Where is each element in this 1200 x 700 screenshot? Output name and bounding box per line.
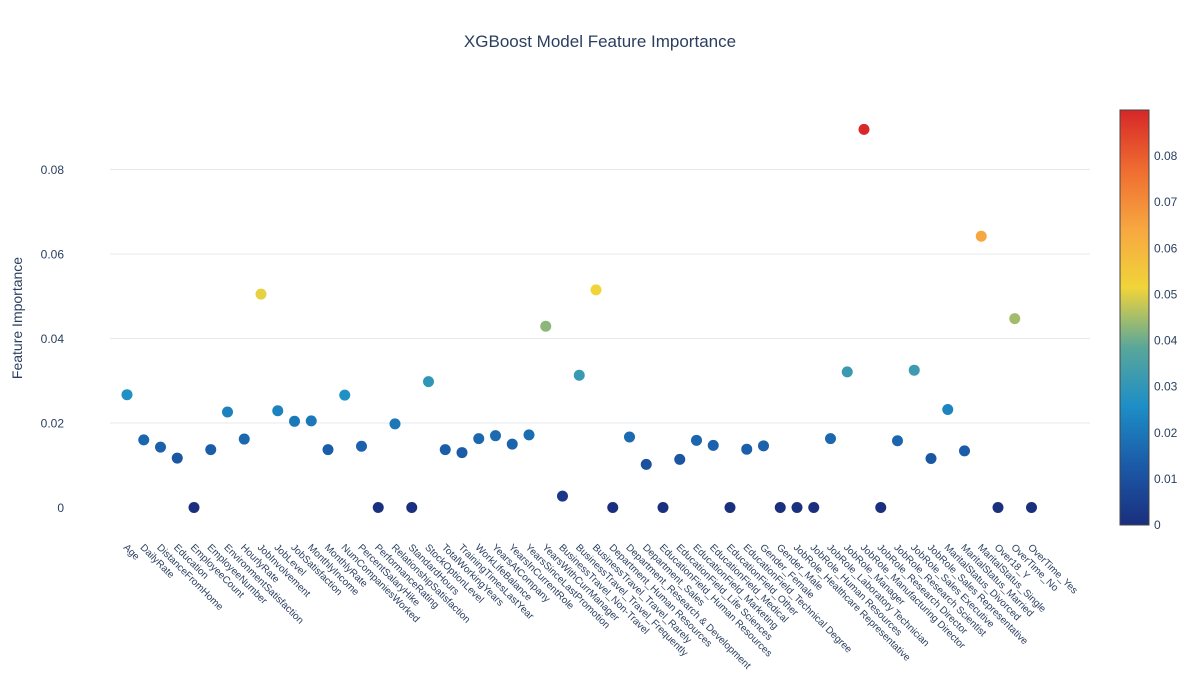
y-tick-label: 0.02 [41,417,65,431]
data-point [707,439,719,451]
colorbar-tick-label: 0 [1154,518,1161,532]
data-point [506,438,518,450]
data-point [188,502,200,513]
data-point [640,458,652,470]
data-point [925,452,937,464]
chart-title: XGBoost Model Feature Importance [464,32,736,51]
gridlines [110,169,1090,424]
data-point [272,405,284,417]
colorbar-tick-label: 0.06 [1154,241,1178,255]
data-point [523,429,535,441]
data-point [674,453,686,465]
data-point [657,502,669,513]
data-point [724,502,736,513]
data-point [171,452,183,464]
colorbar-tick-label: 0.01 [1154,472,1178,486]
data-point [959,445,970,457]
data-point [540,320,552,332]
data-point [573,369,585,381]
data-point [607,502,619,513]
y-tick-label: 0.04 [41,332,65,346]
data-point [339,389,351,401]
data-point [406,502,418,513]
x-axis-ticks: AgeDailyRateDistanceFromHomeEducationEmp… [121,542,1080,671]
y-tick-label: 0 [57,501,64,515]
data-point [975,230,987,242]
data-point [289,415,300,427]
data-point [892,435,903,447]
data-point [121,389,133,401]
data-point [808,502,820,513]
data-point [825,433,836,445]
data-point [456,447,468,459]
data-point [841,366,853,378]
data-point [1009,313,1021,325]
data-point [238,433,250,445]
data-point [774,502,786,513]
data-point [255,288,267,300]
data-point [356,440,367,452]
data-point [305,415,317,427]
data-point [791,502,803,513]
data-point [624,431,635,443]
data-point [439,444,451,456]
data-point [758,440,769,452]
data-point [858,123,870,135]
data-point [691,434,702,446]
data-point [423,376,434,388]
colorbar-tick-label: 0.02 [1154,426,1178,440]
data-point [942,403,954,415]
colorbar-ticks: 0 0.01 0.02 0.03 0.04 0.05 0.06 0.07 0.08 [1154,149,1178,532]
data-points [121,123,1037,513]
colorbar-gradient [1119,109,1150,526]
data-point [590,284,602,296]
y-axis-title: Feature Importance [9,257,25,379]
data-point [473,433,485,445]
colorbar-tick-label: 0.03 [1154,380,1178,394]
colorbar: 0 0.01 0.02 0.03 0.04 0.05 0.06 0.07 0.08 [1119,109,1178,532]
data-point [372,502,384,513]
colorbar-tick-label: 0.05 [1154,287,1178,301]
data-point [490,430,501,442]
data-point [1026,502,1037,513]
data-point [222,406,233,418]
data-point [138,434,150,446]
y-tick-label: 0.06 [41,248,65,262]
colorbar-tick-label: 0.04 [1154,334,1178,348]
data-point [992,502,1004,513]
data-point [322,444,334,456]
colorbar-tick-label: 0.07 [1154,195,1178,209]
colorbar-tick-label: 0.08 [1154,149,1178,163]
data-point [389,418,401,430]
y-axis-ticks: 0 0.02 0.04 0.06 0.08 [41,163,65,515]
data-point [557,490,568,502]
y-tick-label: 0.08 [41,163,65,177]
x-tick-label: Age [121,542,142,563]
data-point [908,364,920,376]
data-point [205,444,217,456]
data-point [741,443,753,455]
data-point [155,441,166,453]
data-point [875,502,887,513]
